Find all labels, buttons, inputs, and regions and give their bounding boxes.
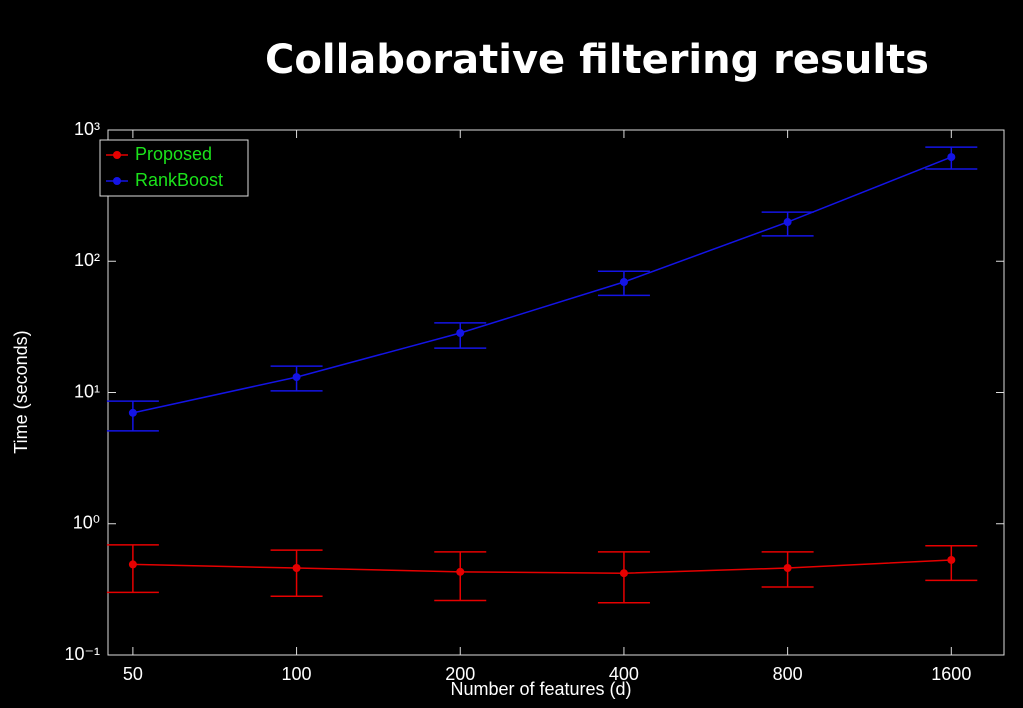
x-tick-label: 100 — [282, 664, 312, 684]
y-axis-label: Time (seconds) — [11, 330, 31, 453]
legend-marker — [113, 151, 121, 159]
error-bar — [106, 544, 159, 594]
legend-marker — [113, 177, 121, 185]
y-tick-label: 10² — [74, 250, 100, 270]
x-tick-label: 400 — [609, 664, 639, 684]
data-point — [947, 153, 956, 162]
data-point — [128, 560, 137, 569]
legend-text: Proposed — [135, 144, 212, 164]
y-tick-label: 10¹ — [74, 381, 100, 401]
series-line — [132, 559, 952, 574]
x-tick-label: 200 — [445, 664, 475, 684]
y-tick-label: 10⁻¹ — [64, 644, 100, 664]
y-tick-label: 10⁰ — [73, 513, 100, 533]
plot-frame — [107, 129, 1005, 656]
data-point — [292, 373, 301, 382]
error-bar — [434, 551, 487, 602]
data-point — [456, 329, 465, 338]
x-tick-label: 800 — [773, 664, 803, 684]
error-bar — [597, 551, 650, 604]
data-point — [783, 218, 792, 227]
data-point — [292, 564, 301, 573]
data-point — [619, 277, 628, 286]
error-bar — [270, 549, 323, 598]
x-tick-label: 50 — [123, 664, 143, 684]
y-tick-label: 10³ — [74, 119, 100, 139]
chart-title: Collaborative filtering results — [265, 37, 929, 83]
series-line — [132, 156, 952, 414]
data-point — [456, 567, 465, 576]
data-point — [619, 569, 628, 578]
legend-text: RankBoost — [135, 170, 223, 190]
legend-box — [99, 139, 249, 197]
data-point — [947, 555, 956, 564]
data-point — [128, 408, 137, 417]
data-point — [783, 564, 792, 573]
x-axis-label: Number of features (d) — [450, 679, 631, 699]
x-tick-label: 1600 — [931, 664, 971, 684]
